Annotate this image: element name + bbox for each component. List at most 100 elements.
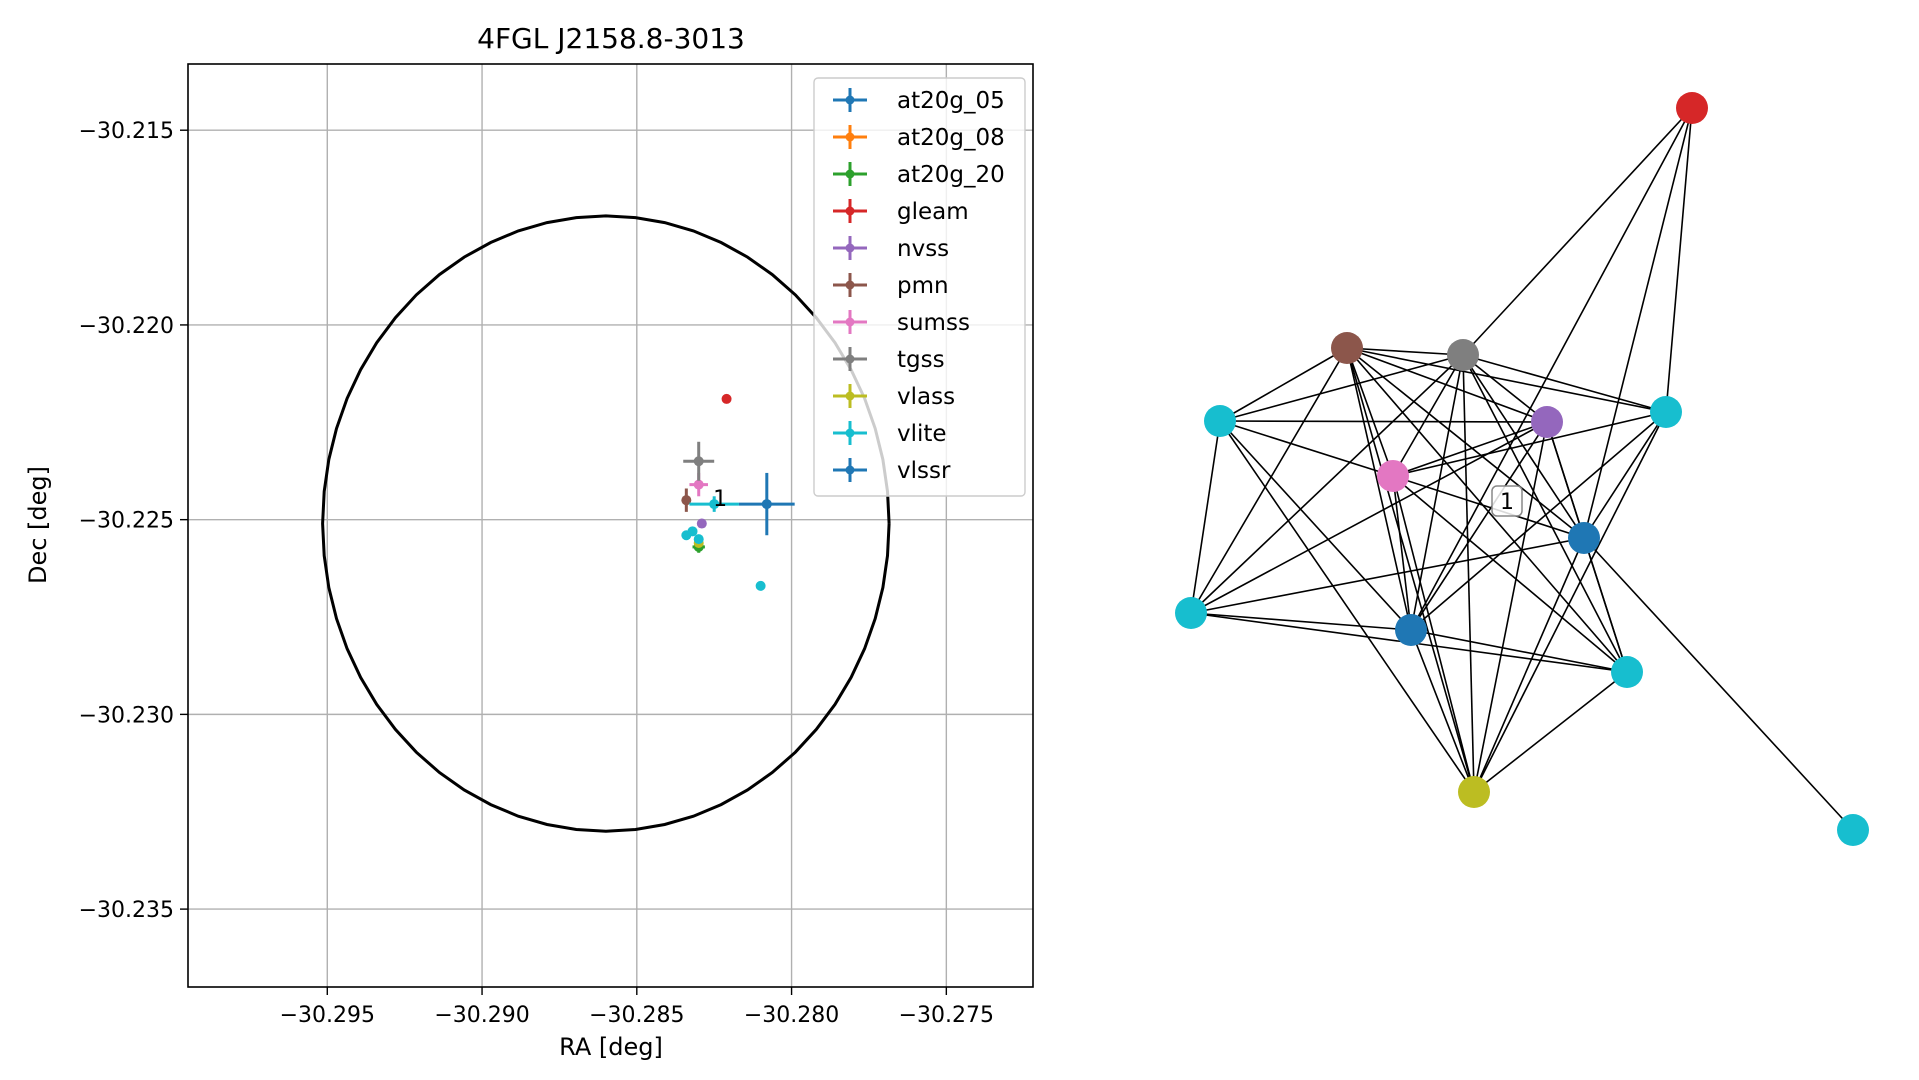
network-edge	[1410, 629, 1475, 793]
network-edge	[1410, 107, 1693, 631]
network-edge	[1219, 354, 1464, 422]
network-edge	[1190, 354, 1464, 614]
data-point-nvss	[696, 518, 707, 529]
x-tick-label: −30.295	[280, 1003, 375, 1028]
network-edge	[1473, 421, 1548, 793]
y-tick-label: −30.220	[79, 314, 174, 339]
legend-entry-at20g_20: at20g_20	[833, 162, 1005, 188]
legend-label: gleam	[897, 199, 969, 225]
legend-entry-vlite: vlite	[833, 421, 947, 447]
network-edge	[1462, 107, 1693, 356]
data-point-tgss	[683, 441, 715, 481]
legend-entry-gleam: gleam	[833, 199, 969, 225]
network-node-vlite_c	[1175, 597, 1207, 629]
network-annotation-box	[1491, 485, 1523, 517]
x-axis-label: RA [deg]	[559, 1033, 663, 1061]
network-edge	[1410, 421, 1548, 631]
network-edge	[1583, 107, 1693, 539]
legend-label: nvss	[897, 236, 949, 262]
legend-entry-vlssr: vlssr	[833, 458, 951, 484]
network-edge	[1346, 347, 1548, 423]
network-edge	[1473, 537, 1585, 793]
network-panel: 1	[1175, 92, 1869, 846]
x-tick-label: −30.285	[589, 1003, 684, 1028]
network-edge	[1392, 354, 1464, 477]
network-annotation-text: 1	[1500, 490, 1514, 515]
network-edge	[1190, 420, 1221, 614]
network-edge	[1392, 421, 1548, 477]
legend-label: at20g_05	[897, 88, 1005, 114]
network-node-gleam	[1676, 92, 1708, 124]
x-tick-label: −30.275	[899, 1003, 994, 1028]
network-edge	[1392, 411, 1667, 477]
network-edge	[1219, 420, 1412, 631]
legend-label: vlssr	[897, 458, 951, 484]
legend-label: vlite	[897, 421, 947, 447]
network-edge	[1410, 629, 1628, 673]
y-axis-ticks: −30.215 −30.220 −30.225 −30.230 −30.235	[79, 119, 188, 923]
network-edge	[1219, 420, 1394, 477]
network-edge	[1346, 347, 1412, 631]
network-annotation: 1	[1491, 485, 1523, 517]
scatter-panel: 4FGL J2158.8-3013 −30.295 −30.290 −30.285−…	[24, 22, 1034, 1061]
chart-title: 4FGL J2158.8-3013	[477, 22, 745, 55]
network-node-vlssr	[1395, 614, 1427, 646]
y-tick-label: −30.225	[79, 509, 174, 534]
network-edge	[1346, 347, 1394, 477]
network-edge	[1346, 347, 1475, 793]
network-node-vlite_d	[1611, 656, 1643, 688]
network-node-pmn	[1331, 332, 1363, 364]
network-edge	[1473, 671, 1628, 793]
y-tick-label: −30.235	[79, 898, 174, 923]
network-edge	[1462, 354, 1548, 423]
y-tick-label: −30.215	[79, 119, 174, 144]
legend-entry-at20g_08: at20g_08	[833, 125, 1005, 151]
network-edge	[1190, 537, 1585, 614]
network-edge	[1392, 475, 1585, 539]
legend-entry-sumss: sumss	[833, 310, 970, 336]
legend-label: at20g_20	[897, 162, 1005, 188]
legend-label: vlass	[897, 384, 955, 410]
network-edge	[1665, 107, 1693, 413]
legend-label: at20g_08	[897, 125, 1005, 151]
network-edge	[1190, 347, 1348, 614]
legend-entry-tgss: tgss	[833, 347, 945, 373]
uncertainty-ellipse	[321, 214, 891, 833]
legend-entry-vlass: vlass	[833, 384, 955, 410]
network-nodes	[1175, 92, 1869, 846]
network-edge	[1462, 354, 1475, 793]
legend-box	[813, 77, 1026, 497]
network-edges	[1190, 107, 1854, 831]
network-edge	[1346, 347, 1628, 673]
y-axis-label: Dec [deg]	[24, 466, 52, 584]
network-edge	[1410, 354, 1464, 631]
position-ellipse	[321, 214, 891, 833]
network-node-at20g_05	[1568, 522, 1600, 554]
data-point-vlite	[693, 534, 704, 545]
network-edge	[1473, 411, 1667, 793]
network-node-vlass	[1458, 776, 1490, 808]
scatter-annotation: 1	[713, 487, 727, 512]
network-node-vlite_b	[1650, 396, 1682, 428]
network-edge	[1392, 475, 1412, 631]
legend-label: tgss	[897, 347, 945, 373]
network-edge	[1190, 612, 1412, 631]
network-edge	[1583, 537, 1854, 831]
network-edge	[1346, 347, 1667, 413]
legend-entry-at20g_05: at20g_05	[833, 88, 1005, 114]
network-node-tgss	[1447, 339, 1479, 371]
legend-entry-pmn: pmn	[833, 273, 949, 299]
data-points	[681, 393, 795, 591]
network-edge	[1583, 537, 1628, 673]
legend-entry-nvss: nvss	[833, 236, 949, 262]
x-tick-label: −30.280	[744, 1003, 839, 1028]
y-tick-label: −30.230	[79, 703, 174, 728]
x-axis-ticks: −30.295 −30.290 −30.285 −30.280 −30.275	[280, 987, 994, 1028]
network-edge	[1462, 354, 1628, 673]
data-point-at20g_05	[738, 472, 795, 536]
network-edge	[1392, 475, 1628, 673]
data-point-vlite	[687, 526, 698, 537]
network-edge	[1583, 411, 1667, 539]
